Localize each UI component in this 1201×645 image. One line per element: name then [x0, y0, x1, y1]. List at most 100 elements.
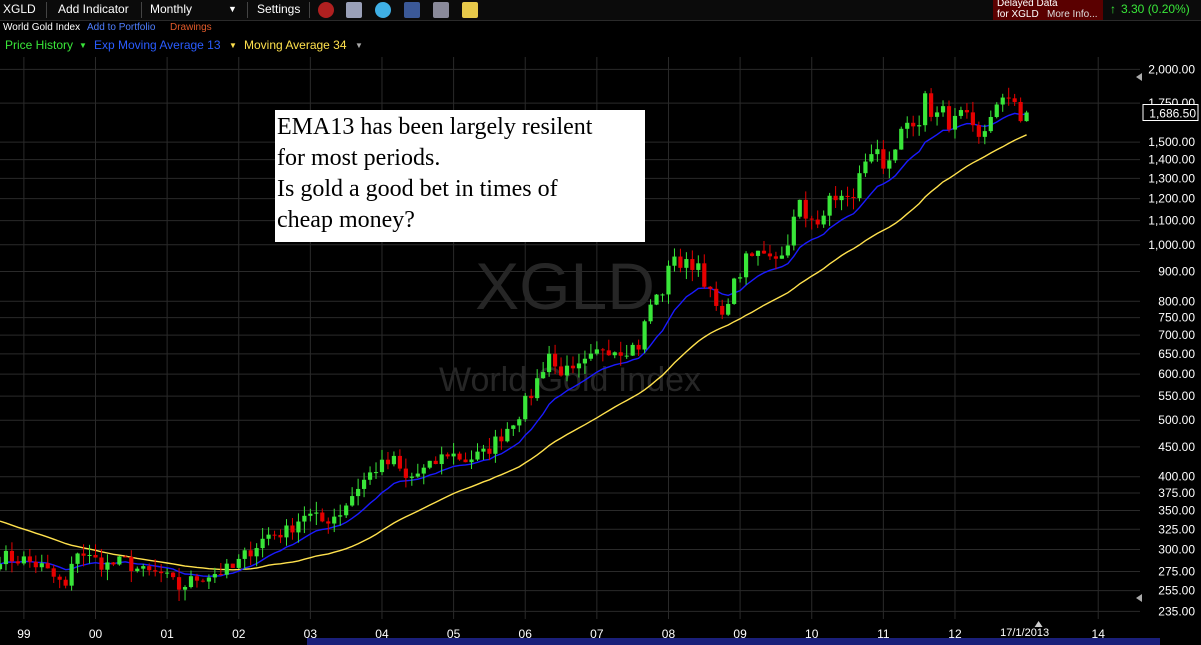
candle: [141, 566, 146, 569]
candle: [1012, 98, 1017, 102]
watermark-name: World Gold Index: [439, 361, 701, 399]
price-change: 3.30 (0.20%): [1121, 2, 1190, 16]
annotation-line: EMA13 has been largely resilent: [277, 114, 593, 140]
candle: [857, 173, 862, 199]
chevron-down-icon[interactable]: ▼: [229, 41, 237, 50]
candle: [75, 553, 80, 564]
y-tick-label: 400.00: [1158, 470, 1195, 484]
candle: [284, 525, 289, 538]
top-toolbar: XGLD Add Indicator Monthly ▼ Settings De…: [0, 0, 1201, 21]
annotation-box: EMA13 has been largely resilent for most…: [275, 110, 645, 242]
candle: [212, 574, 217, 578]
chevron-down-icon[interactable]: ▼: [228, 4, 237, 14]
candle: [391, 455, 397, 465]
candle: [618, 352, 623, 356]
candle: [988, 116, 993, 132]
legend-price-history[interactable]: Price History: [5, 38, 74, 52]
candle: [636, 344, 641, 350]
scroll-bar[interactable]: [307, 638, 1160, 645]
candle: [105, 562, 110, 570]
candle: [851, 197, 856, 199]
delayed-data-box: Delayed Data for XGLD More Info...: [993, 0, 1103, 20]
candle: [272, 534, 277, 536]
y-axis: 2,000.001,750.001,500.001,400.001,300.00…: [1148, 62, 1195, 618]
candle: [433, 460, 438, 465]
candle: [576, 363, 582, 369]
candle: [690, 259, 695, 270]
legend-ma[interactable]: Moving Average 34: [244, 38, 347, 52]
y-tick-label: 275.00: [1158, 565, 1195, 579]
print-icon[interactable]: [346, 2, 362, 18]
candle: [0, 564, 3, 570]
candle: [911, 122, 916, 127]
chevron-down-icon[interactable]: ▼: [355, 41, 363, 50]
y-tick-label: 750.00: [1158, 311, 1195, 325]
candle: [720, 305, 725, 315]
y-tick-label: 1,500.00: [1148, 135, 1195, 149]
candle: [15, 561, 20, 564]
legend-ema[interactable]: Exp Moving Average 13: [94, 38, 221, 52]
candle: [529, 395, 534, 399]
candle: [564, 365, 570, 376]
candle: [612, 352, 617, 356]
candle: [964, 110, 969, 113]
facebook-icon[interactable]: [404, 2, 420, 18]
candle: [905, 122, 910, 129]
candle: [958, 110, 964, 116]
candle: [606, 350, 611, 356]
candle: [469, 459, 474, 463]
y-tick-label: 1,000.00: [1148, 238, 1195, 252]
toolbar-divider: [309, 2, 310, 18]
alarm-clock-icon[interactable]: [318, 2, 334, 18]
x-tick-label: 04: [375, 627, 389, 641]
candle: [165, 572, 170, 574]
candle: [558, 366, 564, 376]
candle: [51, 568, 56, 577]
twitter-icon[interactable]: [375, 2, 391, 18]
candle: [230, 563, 235, 568]
candle: [1000, 97, 1005, 105]
candle: [773, 256, 779, 259]
candle: [648, 304, 653, 322]
annotation-line: for most periods.: [277, 145, 441, 171]
candle: [260, 538, 265, 549]
candle: [427, 460, 432, 468]
candle: [111, 562, 116, 565]
candle: [242, 550, 247, 559]
add-to-portfolio-link[interactable]: Add to Portfolio: [87, 22, 156, 33]
settings-button[interactable]: Settings: [257, 2, 301, 16]
candle: [45, 563, 50, 569]
candle: [206, 577, 211, 582]
symbol-label[interactable]: XGLD: [3, 2, 36, 16]
note-icon[interactable]: [462, 2, 478, 18]
candle: [970, 112, 975, 126]
candle: [654, 294, 659, 305]
y-tick-label: 1,400.00: [1148, 153, 1195, 167]
add-indicator-button[interactable]: Add Indicator: [58, 2, 129, 16]
more-info-link[interactable]: More Info...: [1047, 9, 1098, 20]
y-tick-label: 450.00: [1158, 440, 1195, 454]
candle: [9, 550, 15, 562]
chevron-down-icon[interactable]: ▼: [79, 41, 87, 50]
drawings-link[interactable]: Drawings: [170, 22, 212, 33]
price-chart[interactable]: XGLD World Gold Index 2,000.001,750.001,…: [0, 53, 1201, 645]
candle: [1006, 97, 1011, 99]
candle: [791, 216, 796, 246]
candle: [129, 557, 134, 572]
y-tick-label: 255.00: [1158, 584, 1195, 598]
candle: [314, 512, 319, 514]
candle: [439, 454, 444, 465]
candle: [224, 563, 229, 575]
candle: [749, 253, 755, 256]
email-icon[interactable]: [433, 2, 449, 18]
candle: [499, 436, 504, 442]
candle: [296, 521, 301, 533]
x-tick-label: 12: [948, 627, 962, 641]
candle: [99, 557, 104, 570]
y-tick-label: 300.00: [1158, 543, 1195, 557]
candle: [666, 265, 671, 295]
candle: [1024, 112, 1029, 122]
candle: [833, 195, 838, 201]
ema13-series: [0, 112, 1027, 578]
period-select[interactable]: Monthly: [150, 2, 193, 16]
